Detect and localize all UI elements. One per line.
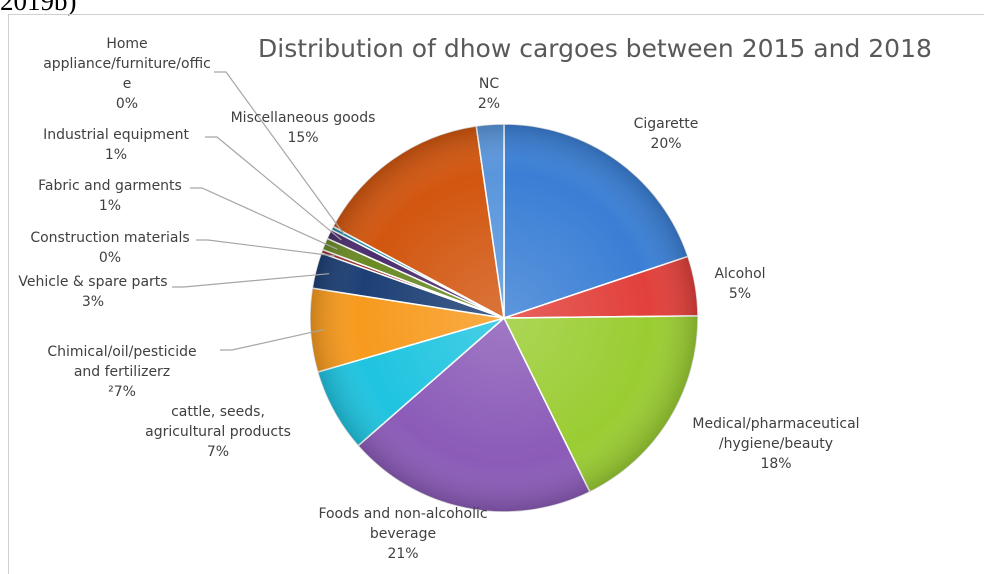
slice-label-line: 15% [287, 130, 318, 146]
slice-label: Cigarette 20% [634, 116, 699, 152]
slice-label-line: 1% [105, 147, 127, 163]
slice-label: Foods and non-alcoholic beverage 21% [318, 506, 487, 561]
slice-label-line: and fertilizerz [74, 364, 170, 380]
slice-label-line: Foods and non-alcoholic [318, 506, 487, 522]
slice-label-line: 2% [478, 96, 500, 112]
slice-label-line: agricultural products [145, 424, 291, 440]
slice-label-line: 3% [82, 294, 104, 310]
slice-label-line: Chimical/oil/pesticide [47, 344, 196, 360]
slice-label-line: Alcohol [714, 266, 765, 282]
slice-label-line: 18% [760, 456, 791, 472]
slice-label: Industrial equipment 1% [43, 127, 189, 163]
slice-label: Miscellaneous goods 15% [231, 110, 376, 146]
slice-label: Construction materials 0% [30, 230, 189, 266]
slice-label-line: Cigarette [634, 116, 699, 132]
chart-title: Distribution of dhow cargoes between 201… [258, 34, 932, 63]
slice-label: Medical/pharmaceutical/hygiene/beauty 18% [692, 416, 859, 472]
slice-label-line: Home [106, 36, 147, 52]
slice-label-line: ²7% [108, 384, 136, 400]
leader-line [205, 136, 342, 241]
slice-label: Home appliance/furniture/offic e 0% [43, 36, 211, 112]
slice-label-line: 7% [207, 444, 229, 460]
slice-label-line: 5% [729, 286, 751, 302]
slice-label-line: Vehicle & spare parts [18, 274, 167, 290]
slice-label-line: Medical/pharmaceutical [692, 416, 859, 432]
top-text: 2019b) [0, 0, 77, 16]
leader-line [214, 71, 345, 235]
slice-label-line: 0% [99, 250, 121, 266]
slice-label-line: NC [479, 76, 499, 92]
slice-label-line: beverage [370, 526, 436, 542]
pie-chart: Distribution of dhow cargoes between 201… [18, 34, 932, 561]
slice-label: cattle, seeds, agricultural products 7% [145, 404, 291, 460]
slice-label: Fabric and garments 1% [38, 178, 182, 214]
slice-label-line: 0% [116, 96, 138, 112]
slice-label-line: e [123, 76, 132, 92]
slice-label-line: appliance/furniture/offic [43, 56, 211, 72]
leader-line [220, 328, 325, 351]
leader-line [196, 239, 335, 257]
slice-label-line: cattle, seeds, [171, 404, 265, 420]
slice-label: Alcohol 5% [714, 266, 765, 302]
slice-label: Chimical/oil/pesticide and fertilizerz ²7% [47, 344, 196, 400]
slice-label-line: Miscellaneous goods [231, 110, 376, 126]
slice-label-line: 20% [650, 136, 681, 152]
slice-label-line: Industrial equipment [43, 127, 189, 143]
slice-label-line: Construction materials [30, 230, 189, 246]
slice-label: Vehicle & spare parts 3% [18, 274, 167, 310]
leader-line [190, 187, 338, 250]
slice-label-line: Fabric and garments [38, 178, 182, 194]
slice-label: NC 2% [478, 76, 500, 112]
leader-line [172, 273, 330, 288]
slice-label-line: /hygiene/beauty [719, 436, 833, 452]
slice-label-line: 21% [387, 546, 418, 561]
chart-frame [8, 14, 984, 574]
slice-label-line: 1% [99, 198, 121, 214]
